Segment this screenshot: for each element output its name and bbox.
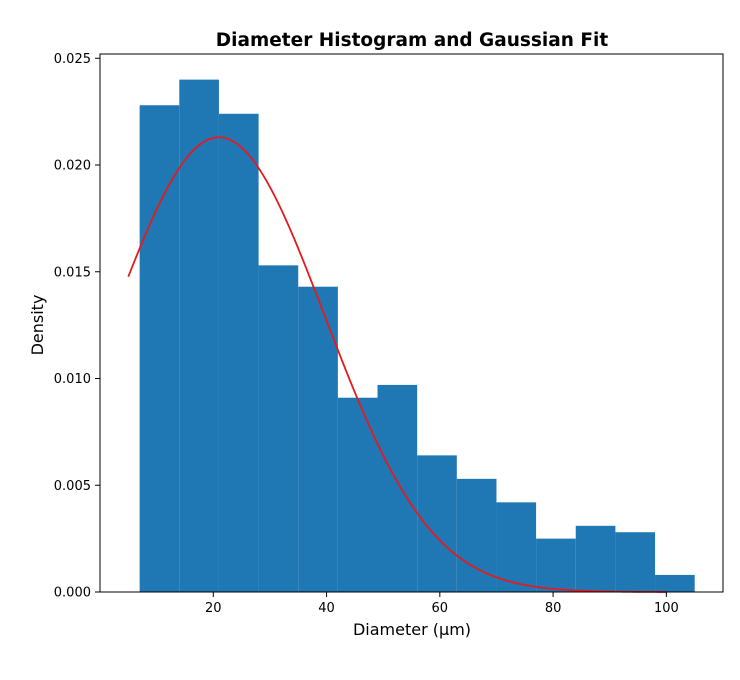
histogram-bar	[536, 538, 576, 592]
y-tick-label: 0.000	[54, 586, 91, 601]
histogram-bar	[139, 105, 180, 592]
bars-layer	[139, 79, 695, 593]
histogram-bar	[298, 286, 338, 592]
x-axis-label: Diameter (µm)	[353, 620, 471, 639]
y-axis: 0.000 0.005 0.010 0.015 0.020 0.025	[54, 52, 100, 601]
axes-frame	[99, 53, 724, 593]
y-tick-label: 0.015	[54, 265, 91, 280]
histogram-bar	[496, 502, 537, 592]
histogram-bar	[258, 265, 299, 592]
x-tick-label: 100	[654, 601, 679, 616]
gaussian-fit-line	[127, 136, 667, 593]
histogram-bar	[377, 384, 418, 592]
fit-layer	[127, 136, 667, 593]
histogram-bar	[417, 455, 457, 592]
y-tick-label: 0.005	[54, 479, 91, 494]
chart-title: Diameter Histogram and Gaussian Fit	[216, 30, 609, 51]
y-tick-label: 0.025	[54, 52, 91, 67]
x-tick-label: 20	[205, 601, 222, 616]
histogram-bar	[655, 574, 695, 592]
x-axis: 20 40 60 80 100	[205, 592, 679, 616]
histogram-bar	[575, 525, 616, 592]
histogram-bar	[179, 79, 219, 593]
y-axis-label: Density	[28, 295, 47, 356]
histogram-bar	[615, 532, 656, 592]
x-tick-label: 80	[545, 601, 562, 616]
x-tick-label: 40	[318, 601, 335, 616]
histogram-bar	[456, 478, 497, 592]
histogram-bar	[337, 397, 378, 592]
y-tick-label: 0.010	[54, 372, 91, 387]
y-tick-label: 0.020	[54, 159, 91, 174]
x-tick-label: 60	[432, 601, 449, 616]
histogram-bar	[218, 113, 259, 593]
